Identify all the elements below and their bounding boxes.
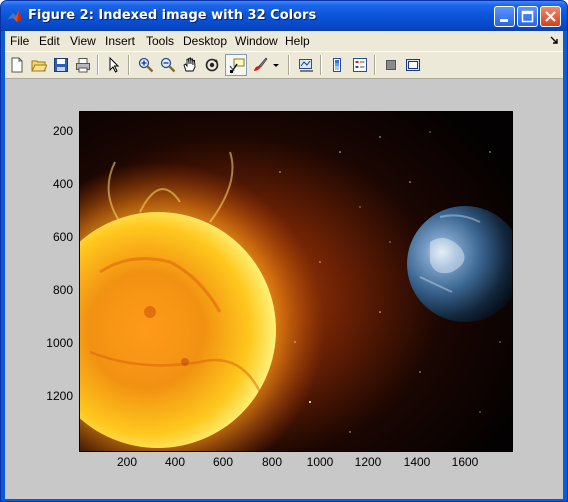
zoom-out-button[interactable] (157, 54, 179, 76)
y-tick-label: 1200 (46, 389, 73, 403)
brush-icon (254, 57, 268, 71)
print-figure-button[interactable] (72, 54, 94, 76)
insert-colorbar-icon (333, 58, 341, 72)
window-client-area: File Edit View Insert Tools Desktop Wind… (5, 31, 563, 499)
new-figure-button[interactable] (6, 54, 28, 76)
hide-plot-tools-icon (386, 60, 396, 70)
close-button[interactable] (540, 6, 561, 27)
edit-plot-arrow-icon (109, 57, 120, 73)
brush-dropdown-button[interactable] (271, 54, 283, 76)
indexed-image (80, 112, 512, 451)
zoom-in-icon (138, 57, 154, 73)
menu-view[interactable]: View (70, 34, 96, 48)
hide-plot-tools-button[interactable] (380, 54, 402, 76)
y-tick-label: 800 (52, 283, 73, 297)
x-tick-label: 200 (116, 455, 138, 469)
print-figure-icon (76, 58, 90, 73)
x-tick-label: 1200 (354, 455, 382, 469)
insert-colorbar-button[interactable] (326, 54, 348, 76)
insert-legend-button[interactable] (349, 54, 371, 76)
minimize-button[interactable] (494, 6, 515, 27)
toolbar-separator (288, 55, 290, 75)
zoom-in-button[interactable] (135, 54, 157, 76)
maximize-button[interactable] (517, 6, 538, 27)
y-tick-label: 400 (52, 177, 73, 191)
close-icon (545, 11, 556, 22)
pan-button[interactable] (179, 54, 201, 76)
save-figure-icon (54, 58, 68, 72)
window-title: Figure 2: Indexed image with 32 Colors (28, 8, 317, 23)
toolbar-separator (320, 55, 322, 75)
rotate-3d-button[interactable] (201, 54, 223, 76)
menu-help[interactable]: Help (285, 34, 310, 48)
matlab-logo-icon (7, 8, 23, 24)
show-plot-tools-icon (406, 59, 420, 71)
show-plot-tools-button[interactable] (402, 54, 424, 76)
x-tick-label: 1400 (403, 455, 431, 469)
open-file-icon (31, 60, 47, 72)
menu-bar: File Edit View Insert Tools Desktop Wind… (5, 31, 563, 51)
minimize-icon (500, 19, 508, 22)
dock-figure-icon[interactable] (549, 35, 559, 45)
toolbar-separator (128, 55, 130, 75)
figure-canvas: 200 400 600 800 1000 1200 200 400 600 80… (5, 79, 563, 499)
link-plot-button[interactable] (295, 54, 317, 76)
menu-window[interactable]: Window (235, 34, 278, 48)
figure-toolbar (5, 51, 563, 79)
menu-desktop[interactable]: Desktop (183, 34, 228, 48)
zoom-out-icon (160, 57, 176, 73)
menu-insert[interactable]: Insert (105, 34, 136, 48)
y-tick-label: 200 (52, 124, 73, 138)
toolbar-separator (374, 55, 376, 75)
menu-tools[interactable]: Tools (146, 34, 175, 48)
brush-dropdown-icon (273, 64, 279, 67)
x-tick-label: 600 (212, 455, 234, 469)
new-figure-icon (11, 57, 23, 73)
rotate-3d-icon (205, 58, 219, 72)
insert-legend-icon (353, 58, 367, 72)
x-tick-label: 800 (261, 455, 283, 469)
x-tick-label: 400 (164, 455, 186, 469)
menu-file[interactable]: File (10, 34, 30, 48)
data-cursor-button[interactable] (225, 54, 247, 76)
y-tick-label: 1000 (46, 336, 73, 350)
data-cursor-icon (229, 58, 245, 74)
image-axes[interactable] (79, 111, 513, 452)
open-file-button[interactable] (28, 54, 50, 76)
save-figure-button[interactable] (50, 54, 72, 76)
x-tick-label: 1600 (451, 455, 479, 469)
menu-edit[interactable]: Edit (39, 34, 60, 48)
y-tick-label: 600 (52, 230, 73, 244)
x-tick-label: 1000 (306, 455, 334, 469)
maximize-icon (521, 10, 534, 23)
link-plot-icon (299, 59, 313, 72)
brush-button[interactable] (249, 54, 271, 76)
toolbar-separator (97, 55, 99, 75)
title-bar[interactable]: Figure 2: Indexed image with 32 Colors (1, 1, 567, 31)
edit-plot-button[interactable] (103, 54, 125, 76)
pan-hand-icon (183, 57, 196, 72)
